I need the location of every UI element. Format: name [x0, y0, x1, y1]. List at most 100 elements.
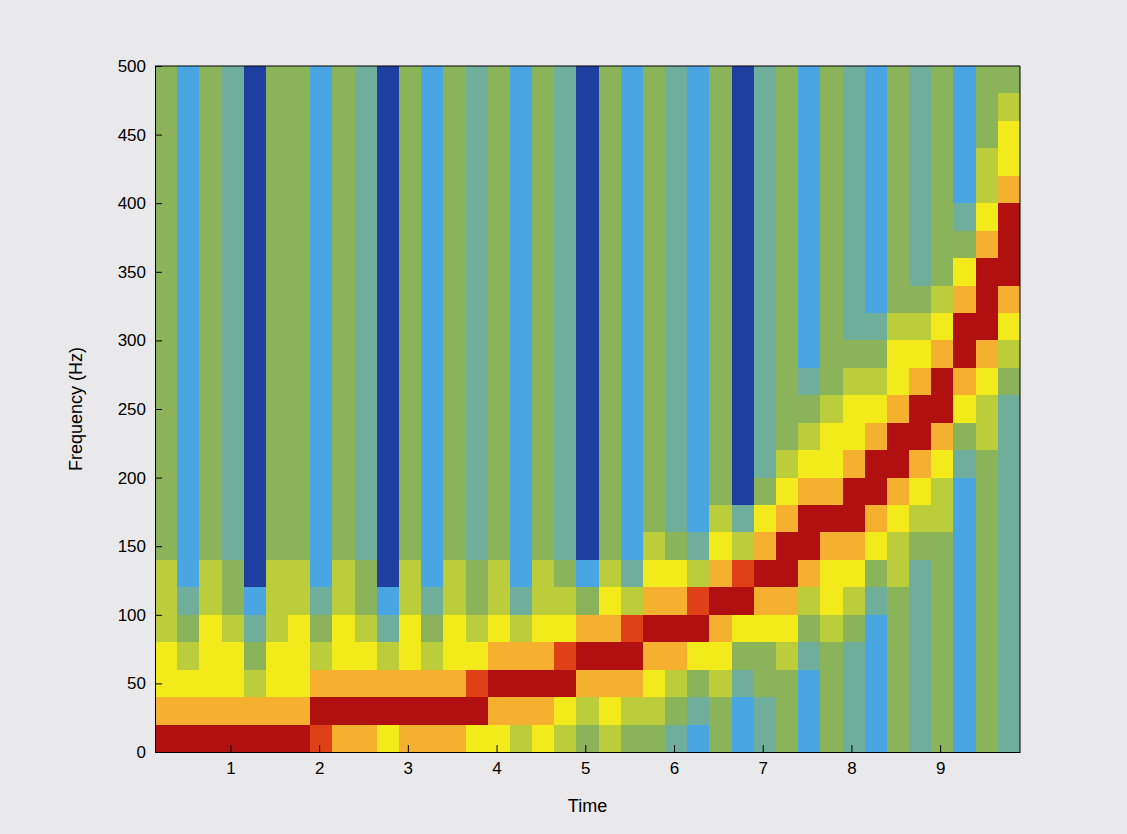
x-tick: 4	[492, 745, 501, 778]
heatmap-cell	[599, 669, 622, 697]
heatmap-cell	[865, 450, 888, 478]
heatmap-cell	[865, 120, 888, 148]
heatmap-cell	[377, 724, 400, 752]
heatmap-cell	[754, 504, 777, 532]
heatmap-cell	[865, 697, 888, 725]
heatmap-cell	[532, 587, 555, 615]
heatmap-cell	[177, 340, 200, 368]
heatmap-cell	[266, 669, 289, 697]
heatmap-cell	[865, 724, 888, 752]
heatmap-cell	[576, 367, 599, 395]
heatmap-cell	[687, 203, 710, 231]
heatmap-cell	[554, 257, 577, 285]
heatmap-cell	[887, 120, 910, 148]
heatmap-cell	[820, 66, 843, 93]
heatmap-cell	[399, 395, 422, 423]
heatmap-cell	[732, 257, 755, 285]
heatmap-cell	[576, 450, 599, 478]
heatmap-cell	[865, 642, 888, 670]
heatmap-cell	[732, 504, 755, 532]
heatmap-cell	[310, 230, 333, 258]
x-tick-mark	[851, 745, 852, 752]
heatmap-cell	[399, 559, 422, 587]
heatmap-cell	[976, 93, 999, 121]
heatmap-cell	[754, 477, 777, 505]
heatmap-cell	[599, 93, 622, 121]
x-tick-label: 7	[758, 759, 767, 778]
heatmap-cell	[532, 697, 555, 725]
heatmap-cell	[709, 66, 732, 93]
heatmap-cell	[177, 148, 200, 176]
heatmap-cell	[953, 724, 976, 752]
heatmap-cell	[865, 66, 888, 93]
heatmap-cell	[576, 669, 599, 697]
heatmap-cell	[510, 66, 533, 93]
heatmap-cell	[554, 285, 577, 313]
heatmap-cell	[421, 724, 444, 752]
heatmap-cell	[377, 203, 400, 231]
heatmap-cell	[887, 559, 910, 587]
heatmap-cell	[532, 395, 555, 423]
heatmap-cell	[865, 587, 888, 615]
heatmap-cell	[843, 669, 866, 697]
heatmap-cell	[466, 697, 489, 725]
heatmap-cell	[976, 175, 999, 203]
heatmap-cell	[576, 559, 599, 587]
heatmap-cell	[288, 422, 311, 450]
heatmap-cell	[931, 257, 954, 285]
heatmap-cell	[621, 285, 644, 313]
heatmap-cell	[599, 724, 622, 752]
heatmap-cell	[665, 230, 688, 258]
heatmap-cell	[532, 257, 555, 285]
heatmap-cell	[820, 148, 843, 176]
heatmap-cell	[887, 148, 910, 176]
heatmap-cell	[532, 148, 555, 176]
heatmap-cell	[532, 504, 555, 532]
heatmap-cell	[909, 724, 932, 752]
y-axis: 050100150200250300350400450500	[118, 57, 162, 762]
heatmap-cell	[510, 175, 533, 203]
heatmap-cell	[776, 66, 799, 93]
heatmap-cell	[510, 477, 533, 505]
heatmap-cell	[266, 340, 289, 368]
heatmap-cell	[421, 340, 444, 368]
heatmap-cell	[754, 66, 777, 93]
heatmap-cell	[466, 504, 489, 532]
heatmap-cell	[732, 175, 755, 203]
heatmap-cell	[709, 504, 732, 532]
heatmap-cell	[953, 230, 976, 258]
heatmap-cell	[754, 203, 777, 231]
heatmap-cell	[355, 587, 378, 615]
heatmap-cell	[488, 340, 511, 368]
heatmap-cell	[222, 340, 245, 368]
heatmap-cell	[222, 532, 245, 560]
heatmap-cell	[599, 422, 622, 450]
heatmap-cell	[776, 504, 799, 532]
heatmap-cell	[288, 257, 311, 285]
frame-top	[155, 66, 1020, 67]
heatmap-cell	[244, 203, 267, 231]
x-tick: 5	[581, 745, 590, 778]
y-tick: 200	[118, 469, 162, 488]
heatmap-cell	[865, 669, 888, 697]
heatmap-cell	[177, 532, 200, 560]
heatmap-cell	[466, 230, 489, 258]
heatmap-cell	[754, 257, 777, 285]
y-tick-label: 0	[137, 743, 146, 762]
heatmap-cell	[576, 642, 599, 670]
heatmap-cell	[599, 312, 622, 340]
heatmap-cell	[377, 120, 400, 148]
heatmap-cell	[909, 367, 932, 395]
heatmap-cell	[732, 148, 755, 176]
heatmap-cell	[421, 285, 444, 313]
heatmap-cell	[332, 340, 355, 368]
heatmap-cell	[776, 367, 799, 395]
heatmap-cell	[554, 66, 577, 93]
heatmap-cell	[177, 175, 200, 203]
heatmap-cell	[887, 285, 910, 313]
heatmap-cell	[665, 642, 688, 670]
heatmap-cell	[998, 477, 1020, 505]
heatmap-cell	[909, 587, 932, 615]
heatmap-cell	[222, 120, 245, 148]
heatmap-cell	[510, 340, 533, 368]
